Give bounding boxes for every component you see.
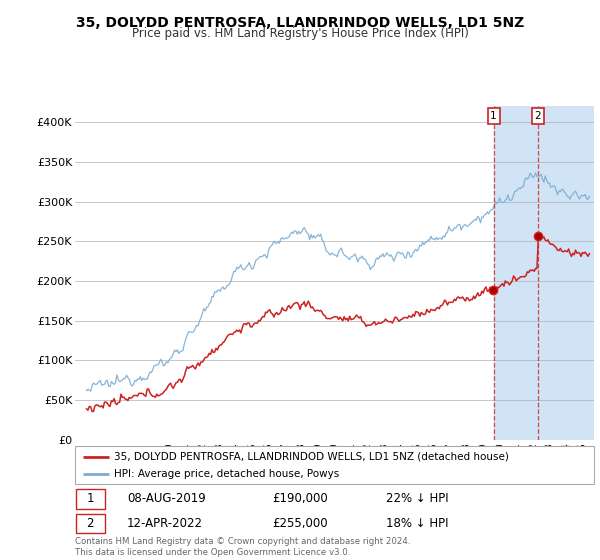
Text: HPI: Average price, detached house, Powys: HPI: Average price, detached house, Powy… xyxy=(114,469,339,479)
Text: Price paid vs. HM Land Registry's House Price Index (HPI): Price paid vs. HM Land Registry's House … xyxy=(131,27,469,40)
Bar xyxy=(494,106,599,440)
Bar xyxy=(76,489,104,509)
Text: £255,000: £255,000 xyxy=(272,517,328,530)
Text: 1: 1 xyxy=(490,111,497,121)
Text: 22% ↓ HPI: 22% ↓ HPI xyxy=(386,492,449,506)
Text: 35, DOLYDD PENTROSFA, LLANDRINDOD WELLS, LD1 5NZ (detached house): 35, DOLYDD PENTROSFA, LLANDRINDOD WELLS,… xyxy=(114,451,509,461)
Text: 1: 1 xyxy=(86,492,94,506)
Text: 2: 2 xyxy=(535,111,541,121)
Bar xyxy=(76,514,104,534)
Text: 2: 2 xyxy=(86,517,94,530)
Text: 35, DOLYDD PENTROSFA, LLANDRINDOD WELLS, LD1 5NZ: 35, DOLYDD PENTROSFA, LLANDRINDOD WELLS,… xyxy=(76,16,524,30)
Text: 18% ↓ HPI: 18% ↓ HPI xyxy=(386,517,449,530)
Text: 12-APR-2022: 12-APR-2022 xyxy=(127,517,203,530)
Text: £190,000: £190,000 xyxy=(272,492,328,506)
Text: 08-AUG-2019: 08-AUG-2019 xyxy=(127,492,206,506)
Text: Contains HM Land Registry data © Crown copyright and database right 2024.
This d: Contains HM Land Registry data © Crown c… xyxy=(75,537,410,557)
